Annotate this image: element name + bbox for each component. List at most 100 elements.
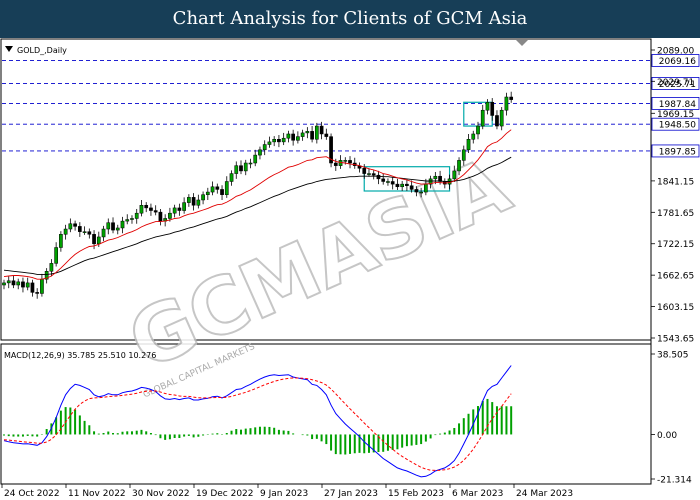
candle-body-49 (234, 165, 239, 174)
candle-body-98 (466, 138, 471, 151)
candle-body-5 (25, 282, 30, 288)
candle-body-4 (21, 281, 25, 288)
candle-body-64 (305, 131, 310, 134)
candle-body-15 (73, 223, 77, 227)
candle-body-76 (362, 168, 367, 174)
candle-body-57 (272, 138, 277, 143)
candle-body-7 (35, 292, 40, 294)
axes: 2069.16 2025.71 1987.84 1948.50 1897.85 2089.… (1, 47, 700, 499)
price-tick-label-4: 1781.65 (657, 209, 694, 219)
candle-body-51 (243, 162, 248, 172)
candle-body-66 (314, 125, 319, 140)
level-label-1: 2025.71 (659, 80, 696, 90)
candle-body-103 (490, 102, 495, 116)
candle-body-16 (77, 226, 82, 232)
macd-tick-label-2: -21.314 (657, 476, 692, 486)
candle-body-101 (480, 109, 485, 127)
candle-body-24 (115, 227, 120, 231)
candle-body-99 (471, 133, 476, 140)
candle-body-21 (101, 228, 106, 238)
candle-body-89 (424, 183, 428, 193)
candle-body-100 (476, 125, 480, 135)
candle-body-102 (485, 102, 490, 111)
price-tick-label-1: 2029.71 (657, 78, 694, 88)
candle-body-73 (348, 160, 352, 164)
candle-body-70 (333, 162, 338, 166)
candle-body-106 (504, 96, 509, 111)
time-tick-label-5: 27 Jan 2023 (324, 489, 378, 499)
candle-body-80 (381, 178, 386, 182)
candle-body-23 (111, 222, 115, 231)
candle-body-45 (215, 186, 220, 190)
candle-body-41 (196, 199, 201, 206)
price-tick-label-8: 1543.65 (657, 335, 694, 345)
time-tick-label-8: 24 Mar 2023 (516, 489, 573, 499)
macd-tick-label-0: 38.505 (657, 351, 689, 361)
candle-body-69 (329, 136, 333, 164)
candle-body-29 (139, 205, 144, 214)
candle-body-60 (286, 133, 291, 139)
moving-averages (3, 129, 512, 280)
candle-body-28 (134, 212, 139, 219)
symbol-dropdown-icon[interactable] (5, 46, 13, 52)
level-box-3 (651, 117, 700, 131)
time-tick-label-1: 11 Nov 2022 (68, 489, 126, 499)
time-tick-label-7: 6 Mar 2023 (452, 489, 503, 499)
candle-body-32 (153, 210, 158, 213)
candle-body-62 (296, 136, 300, 141)
candle-body-105 (499, 109, 504, 127)
time-tick-label-0: 24 Oct 2022 (4, 489, 60, 499)
candle-body-86 (409, 185, 414, 190)
candle-body-26 (125, 219, 130, 222)
candle-body-78 (371, 173, 376, 176)
slow-ma-line (3, 156, 512, 275)
candle-body-22 (106, 222, 111, 230)
candle-body-27 (130, 218, 134, 220)
candle-body-65 (310, 131, 314, 140)
candle-body-2 (11, 280, 16, 286)
level-label-2: 1987.84 (659, 100, 696, 110)
level-box-0 (651, 54, 700, 67)
candle-body-35 (168, 212, 172, 219)
candles (2, 91, 514, 299)
macd-pane (0, 343, 652, 485)
candle-body-39 (187, 197, 191, 203)
candle-body-19 (92, 234, 96, 245)
level-box-1 (651, 77, 700, 90)
candle-body-11 (54, 247, 58, 264)
candle-body-12 (59, 234, 63, 248)
level-label-4: 1897.85 (659, 147, 696, 157)
candle-body-54 (258, 149, 262, 156)
candle-body-33 (158, 211, 163, 222)
candle-body-83 (395, 183, 400, 188)
candle-body-36 (172, 207, 177, 214)
macd-tick-label-1: 0.00 (657, 431, 677, 441)
candle-body-63 (300, 132, 305, 137)
candle-body-10 (49, 263, 54, 272)
price-tick-label-7: 1603.15 (657, 303, 694, 313)
candle-body-96 (457, 160, 461, 172)
candle-body-40 (191, 197, 196, 206)
candle-body-14 (68, 223, 73, 230)
level-label-3: 1948.50 (659, 121, 696, 131)
candle-body-20 (96, 236, 101, 245)
shift-marker-icon[interactable] (516, 40, 528, 46)
candle-body-72 (343, 160, 348, 162)
candle-body-18 (87, 231, 92, 235)
level-box-2 (651, 97, 700, 110)
candle-body-82 (390, 181, 395, 185)
candle-body-91 (433, 175, 438, 180)
level-box-4 (651, 144, 700, 158)
candle-body-68 (324, 133, 329, 137)
candle-body-6 (30, 282, 35, 293)
price-tick-label-5: 1722.15 (657, 240, 694, 250)
candle-body-48 (229, 173, 234, 182)
candle-body-84 (400, 183, 405, 188)
price-tick-label-6: 1662.65 (657, 272, 694, 282)
time-tick-label-4: 9 Jan 2023 (260, 489, 308, 499)
candle-body-95 (452, 170, 457, 180)
candle-body-67 (319, 125, 324, 135)
candle-body-104 (495, 115, 499, 127)
candle-body-1 (6, 280, 11, 284)
candle-body-107 (509, 96, 514, 100)
